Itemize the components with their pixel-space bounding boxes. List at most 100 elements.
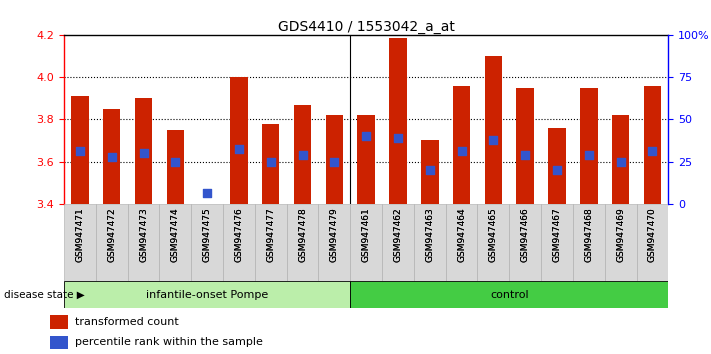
Text: GSM947477: GSM947477 [266,207,275,262]
Point [392,136,404,141]
FancyBboxPatch shape [541,204,573,281]
Bar [262,124,279,204]
Bar [71,96,89,204]
Bar [485,56,502,204]
Bar [389,38,407,204]
Text: GSM947468: GSM947468 [584,207,593,262]
Text: GSM947473: GSM947473 [139,207,148,262]
Point [138,150,149,156]
Text: GSM947462: GSM947462 [393,207,402,262]
FancyBboxPatch shape [127,204,159,281]
Text: GSM947473: GSM947473 [139,207,148,262]
FancyBboxPatch shape [573,204,605,281]
Bar [135,98,152,204]
FancyBboxPatch shape [96,204,127,281]
Text: GSM947474: GSM947474 [171,207,180,262]
Point [583,152,594,158]
Bar [50,336,68,349]
FancyBboxPatch shape [223,204,255,281]
Text: GSM947479: GSM947479 [330,207,339,262]
FancyBboxPatch shape [605,204,636,281]
Bar [230,78,247,204]
Text: GSM947469: GSM947469 [616,207,625,262]
Point [265,159,277,164]
Bar [580,88,597,204]
Point [328,159,340,164]
Bar [548,128,566,204]
Point [647,148,658,154]
Text: GSM947479: GSM947479 [330,207,339,262]
Text: GSM947472: GSM947472 [107,207,116,262]
Text: GSM947472: GSM947472 [107,207,116,262]
FancyBboxPatch shape [255,204,287,281]
Text: GSM947475: GSM947475 [203,207,212,262]
FancyBboxPatch shape [478,204,509,281]
Point [106,154,117,160]
Bar [326,115,343,204]
Text: control: control [490,290,528,300]
FancyBboxPatch shape [446,204,478,281]
Point [170,159,181,164]
FancyBboxPatch shape [351,204,382,281]
Bar [421,141,439,204]
Text: disease state ▶: disease state ▶ [4,290,85,300]
Text: GSM947471: GSM947471 [75,207,85,262]
Bar [516,88,534,204]
FancyBboxPatch shape [351,281,668,308]
Text: GSM947465: GSM947465 [489,207,498,262]
Text: GSM947463: GSM947463 [425,207,434,262]
Bar [453,86,471,204]
Bar [358,115,375,204]
Point [201,190,213,196]
Text: GSM947478: GSM947478 [298,207,307,262]
Text: GSM947476: GSM947476 [235,207,243,262]
Bar [643,86,661,204]
Text: GSM947470: GSM947470 [648,207,657,262]
Text: GSM947463: GSM947463 [425,207,434,262]
FancyBboxPatch shape [64,281,351,308]
Text: GSM947466: GSM947466 [520,207,530,262]
Text: GSM947475: GSM947475 [203,207,212,262]
Text: GSM947468: GSM947468 [584,207,593,262]
Text: GSM947478: GSM947478 [298,207,307,262]
Text: GSM947461: GSM947461 [362,207,370,262]
Text: GSM947467: GSM947467 [552,207,562,262]
Text: GSM947462: GSM947462 [393,207,402,262]
Text: GSM947465: GSM947465 [489,207,498,262]
Text: GSM947467: GSM947467 [552,207,562,262]
Text: GSM947464: GSM947464 [457,207,466,262]
Point [424,167,435,173]
Bar [103,109,120,204]
Point [74,148,85,154]
Title: GDS4410 / 1553042_a_at: GDS4410 / 1553042_a_at [278,21,454,34]
Text: GSM947470: GSM947470 [648,207,657,262]
Point [297,152,309,158]
FancyBboxPatch shape [319,204,351,281]
Point [551,167,562,173]
Text: percentile rank within the sample: percentile rank within the sample [75,337,262,348]
Text: GSM947461: GSM947461 [362,207,370,262]
FancyBboxPatch shape [636,204,668,281]
Bar [166,130,184,204]
FancyBboxPatch shape [509,204,541,281]
Bar [294,105,311,204]
Text: transformed count: transformed count [75,317,178,327]
Text: infantile-onset Pompe: infantile-onset Pompe [146,290,268,300]
Point [456,148,467,154]
Text: GSM947471: GSM947471 [75,207,85,262]
Text: GSM947476: GSM947476 [235,207,243,262]
Point [520,152,531,158]
Point [360,133,372,139]
Point [233,146,245,152]
FancyBboxPatch shape [64,204,96,281]
FancyBboxPatch shape [414,204,446,281]
FancyBboxPatch shape [287,204,319,281]
Bar [612,115,629,204]
Text: GSM947477: GSM947477 [266,207,275,262]
Text: GSM947464: GSM947464 [457,207,466,262]
Point [488,138,499,143]
Point [615,159,626,164]
FancyBboxPatch shape [191,204,223,281]
Text: GSM947474: GSM947474 [171,207,180,262]
Text: GSM947469: GSM947469 [616,207,625,262]
